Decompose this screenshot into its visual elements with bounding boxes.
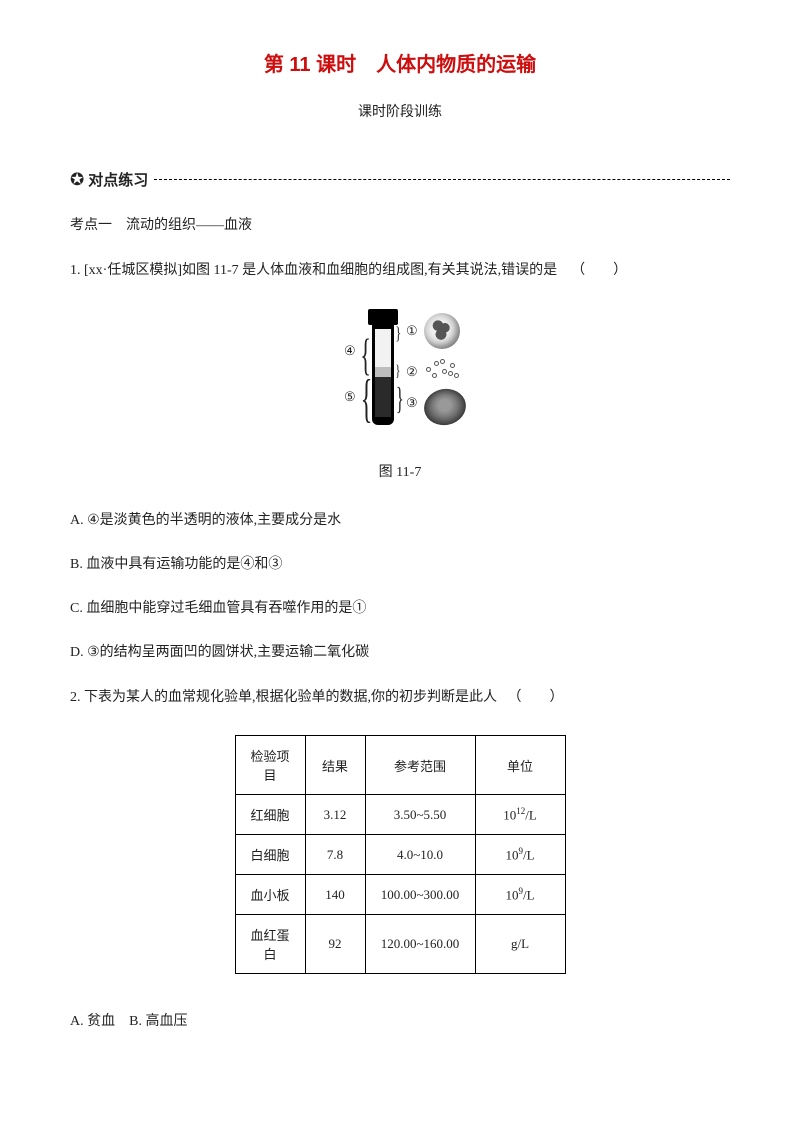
question-2-text: 2. 下表为某人的血常规化验单,根据化验单的数据,你的初步判断是此人 [70, 690, 497, 705]
answer-blank: （ ） [508, 690, 564, 705]
white-blood-cell-icon [424, 313, 460, 349]
label-2: ② [406, 364, 418, 380]
topic-heading: 考点一 流动的组织——血液 [70, 214, 730, 234]
plasma-layer [375, 329, 391, 367]
table-header-row: 检验项目 结果 参考范围 单位 [235, 736, 565, 795]
label-4: ④ [344, 343, 356, 359]
table-row: 血小板140100.00~300.00109/L [235, 875, 565, 915]
cell-result: 3.12 [305, 795, 365, 835]
col-item: 检验项目 [235, 736, 305, 795]
option-c: C. 血细胞中能穿过毛细血管具有吞噬作用的是① [70, 597, 730, 617]
blood-diagram: { { } } } ④ ⑤ ① ② ③ [300, 309, 500, 441]
label-1: ① [406, 323, 418, 339]
dashed-divider [154, 179, 730, 180]
table-row: 红细胞3.123.50~5.501012/L [235, 795, 565, 835]
cell-item: 血小板 [235, 875, 305, 915]
cell-item: 红细胞 [235, 795, 305, 835]
col-unit: 单位 [475, 736, 565, 795]
brace-icon: { [361, 367, 373, 428]
option-d: D. ③的结构呈两面凹的圆饼状,主要运输二氧化碳 [70, 641, 730, 661]
section-header: ✪ 对点练习 [70, 169, 730, 190]
option-a: A. ④是淡黄色的半透明的液体,主要成分是水 [70, 509, 730, 529]
question-2-stem: 2. 下表为某人的血常规化验单,根据化验单的数据,你的初步判断是此人 （ ） [70, 685, 730, 712]
cell-range: 100.00~300.00 [365, 875, 475, 915]
cell-unit: g/L [475, 915, 565, 974]
cell-unit: 1012/L [475, 795, 565, 835]
cell-item: 白细胞 [235, 835, 305, 875]
red-blood-cell-icon [421, 385, 470, 429]
blood-test-table: 检验项目 结果 参考范围 单位 红细胞3.123.50~5.501012/L白细… [235, 735, 566, 974]
brace-icon: } [395, 323, 401, 344]
col-range: 参考范围 [365, 736, 475, 795]
table-row: 血红蛋白92120.00~160.00g/L [235, 915, 565, 974]
cell-result: 7.8 [305, 835, 365, 875]
answer-blank: （ ） [571, 263, 627, 278]
question-1-text: 1. [xx·任城区模拟]如图 11-7 是人体血液和血细胞的组成图,有关其说法… [70, 263, 557, 278]
option-b: B. 血液中具有运输功能的是④和③ [70, 553, 730, 573]
cell-range: 3.50~5.50 [365, 795, 475, 835]
cell-range: 120.00~160.00 [365, 915, 475, 974]
q2-options-line: A. 贫血 B. 高血压 [70, 1010, 730, 1030]
col-result: 结果 [305, 736, 365, 795]
label-3: ③ [406, 395, 418, 411]
lesson-title: 第 11 课时 人体内物质的运输 [70, 48, 730, 77]
figure-11-7: { { } } } ④ ⑤ ① ② ③ [70, 309, 730, 441]
brace-icon: } [396, 383, 404, 418]
brace-icon: } [395, 363, 400, 381]
bullet-icon: ✪ [70, 171, 84, 188]
cell-result: 140 [305, 875, 365, 915]
table-row: 白细胞7.84.0~10.0109/L [235, 835, 565, 875]
cell-result: 92 [305, 915, 365, 974]
cell-unit: 109/L [475, 875, 565, 915]
lesson-subtitle: 课时阶段训练 [70, 101, 730, 121]
cell-range: 4.0~10.0 [365, 835, 475, 875]
rbc-layer [375, 377, 391, 417]
table-body: 红细胞3.123.50~5.501012/L白细胞7.84.0~10.0109/… [235, 795, 565, 974]
platelet-icon [424, 359, 464, 381]
cell-item: 血红蛋白 [235, 915, 305, 974]
question-1-stem: 1. [xx·任城区模拟]如图 11-7 是人体血液和血细胞的组成图,有关其说法… [70, 258, 730, 285]
section-label: 对点练习 [88, 169, 148, 190]
buffy-coat [375, 367, 391, 377]
cell-unit: 109/L [475, 835, 565, 875]
figure-caption: 图 11-7 [70, 461, 730, 481]
label-5: ⑤ [344, 389, 356, 405]
